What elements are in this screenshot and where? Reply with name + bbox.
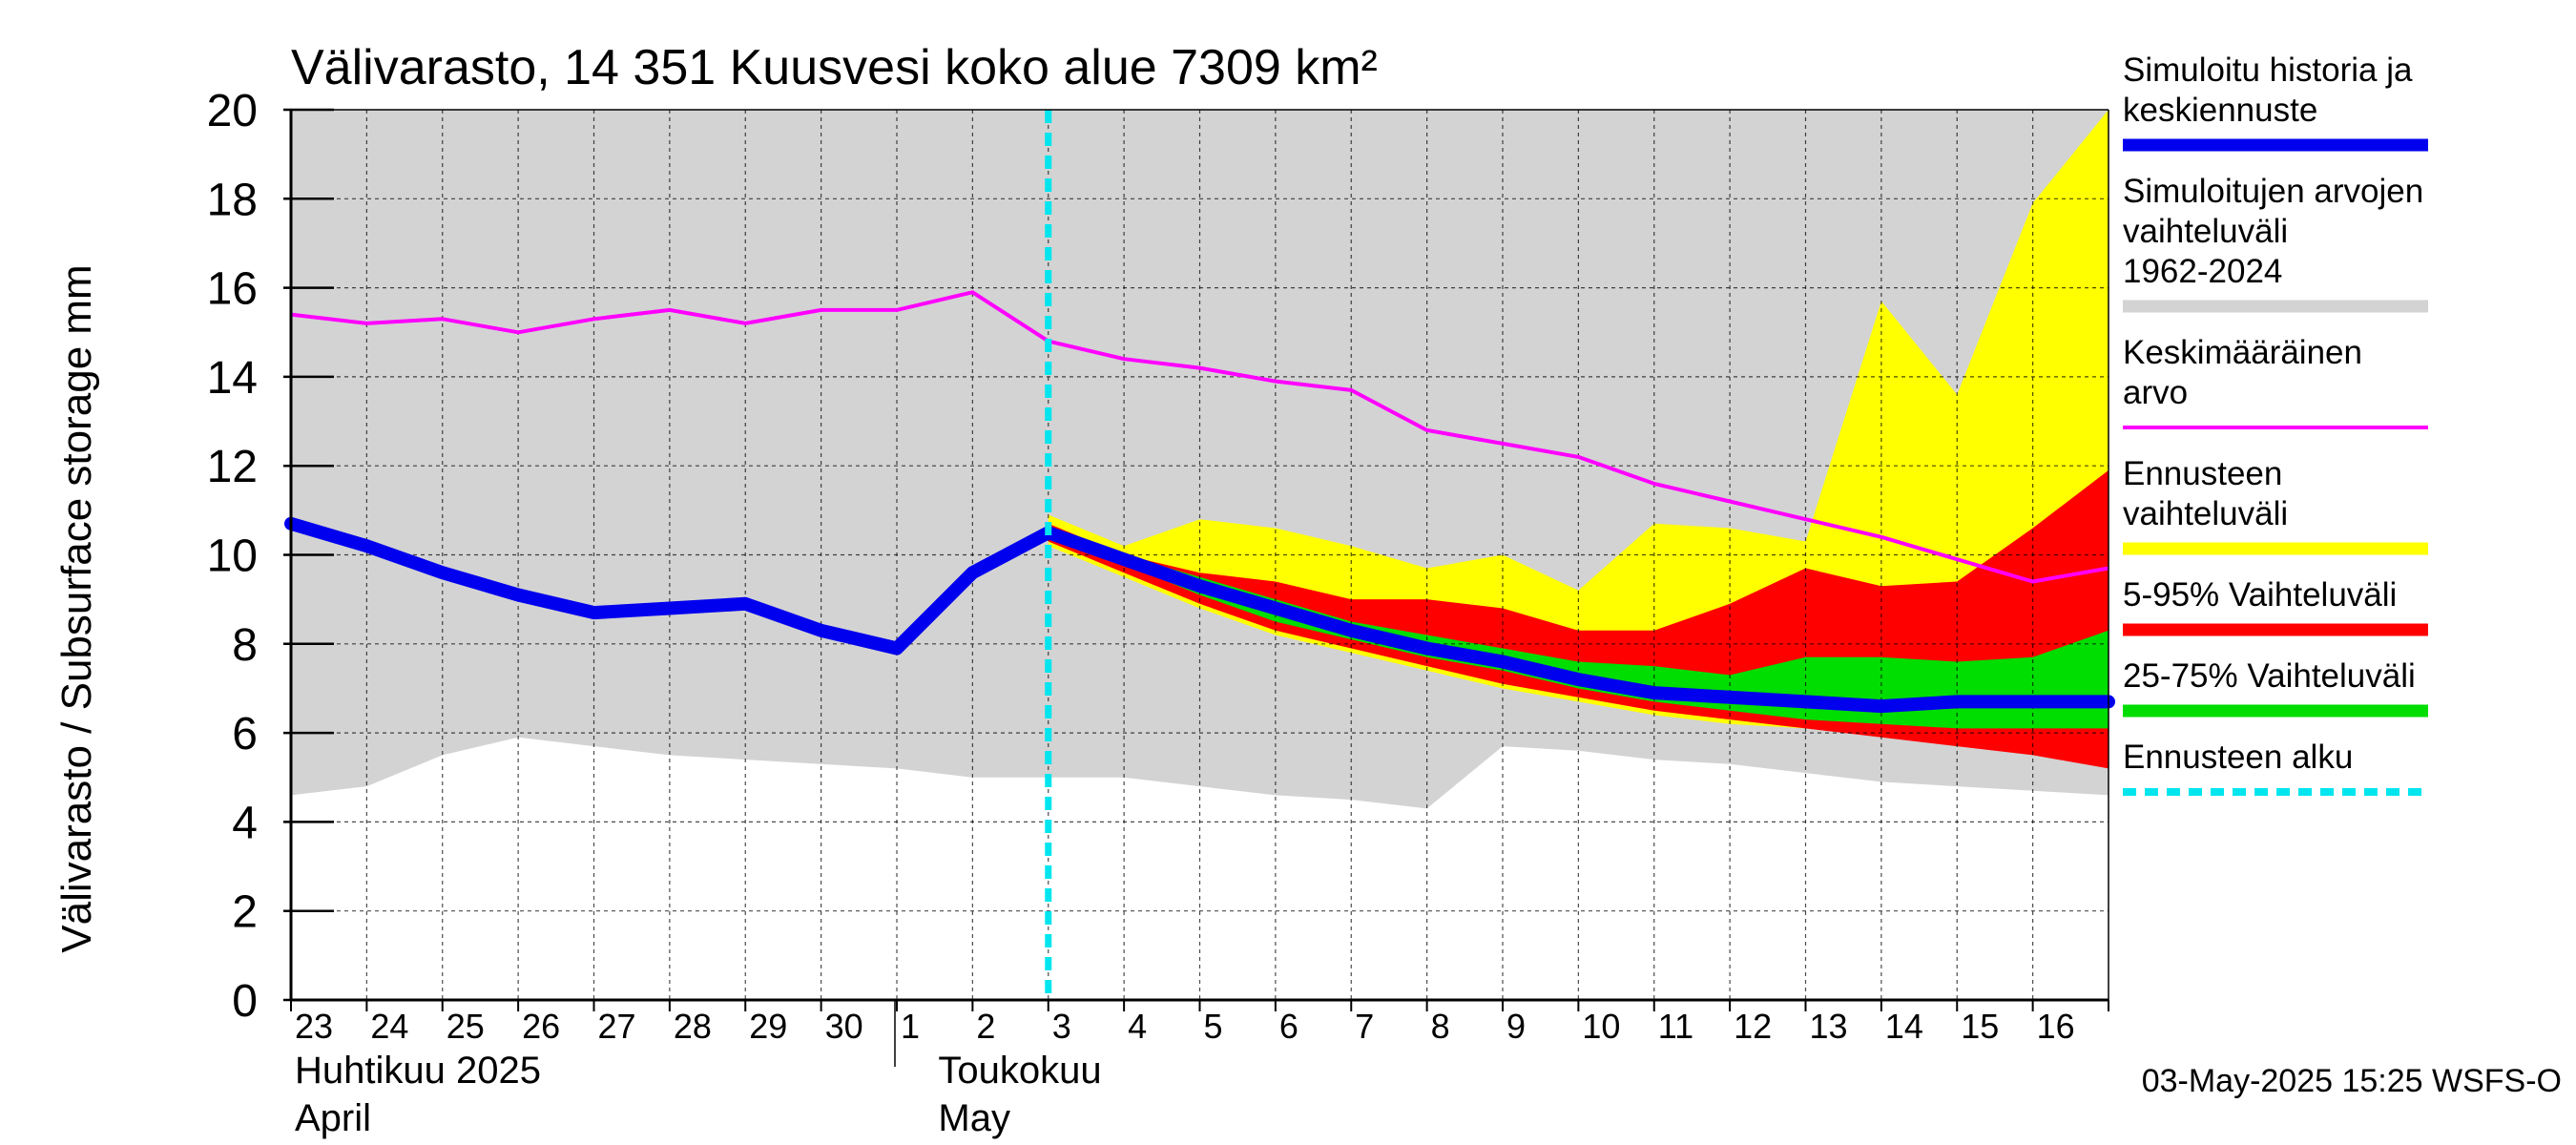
month-label-en: April — [295, 1097, 371, 1139]
legend: Simuloitu historia ja keskiennuste Simuloi… — [2123, 52, 2428, 796]
x-tick-label: 12 — [1734, 1007, 1772, 1046]
legend-label: Ennusteen alku — [2123, 739, 2353, 776]
y-tick-label: 8 — [232, 620, 258, 671]
legend-label: 25-75% Vaihteluväli — [2123, 657, 2416, 695]
month-label-fi: Toukokuu — [938, 1050, 1101, 1092]
y-tick-label: 14 — [207, 353, 258, 404]
footer-timestamp: 03-May-2025 15:25 WSFS-O — [2142, 1063, 2562, 1099]
plot-lines — [284, 110, 2115, 1000]
y-axis-label: Välivarasto / Subsurface storage mm — [53, 264, 100, 952]
month-label-en: May — [938, 1097, 1010, 1139]
x-tick-label: 9 — [1506, 1007, 1526, 1046]
x-tick-label: 23 — [295, 1007, 333, 1046]
x-tick-label: 10 — [1582, 1007, 1620, 1046]
legend-label: Keskimääräinen arvo — [2123, 334, 2362, 411]
x-tick-label: 3 — [1052, 1007, 1071, 1046]
x-tick-label: 15 — [1961, 1007, 1999, 1046]
plot-bands — [291, 110, 2109, 809]
y-tick-label: 20 — [207, 86, 258, 136]
x-tick-label: 25 — [447, 1007, 485, 1046]
x-tick-label: 16 — [2037, 1007, 2075, 1046]
y-tick-label: 12 — [207, 442, 258, 492]
x-tick-label: 4 — [1128, 1007, 1147, 1046]
x-tick-label: 28 — [674, 1007, 712, 1046]
x-tick-label: 14 — [1885, 1007, 1923, 1046]
x-tick-label: 1 — [901, 1007, 920, 1046]
y-tick-label: 6 — [232, 709, 258, 760]
y-tick-label: 2 — [232, 887, 258, 938]
x-tick-label: 29 — [749, 1007, 787, 1046]
y-tick-label: 4 — [232, 798, 258, 848]
x-tick-label: 11 — [1658, 1007, 1693, 1046]
band-25-75 — [1048, 528, 2109, 729]
legend-label: 5-95% Vaihteluväli — [2123, 576, 2397, 614]
x-tick-label: 26 — [522, 1007, 560, 1046]
x-tick-label: 13 — [1810, 1007, 1848, 1046]
legend-label: Simuloitu historia ja keskiennuste — [2123, 52, 2413, 129]
y-tick-label: 16 — [207, 264, 258, 315]
month-label-fi: Huhtikuu 2025 — [295, 1050, 541, 1092]
x-tick-label: 8 — [1431, 1007, 1450, 1046]
series-line-simulated — [284, 516, 2115, 714]
y-tick-label: 10 — [207, 531, 258, 582]
series-line-mean — [290, 290, 2109, 584]
x-tick-label: 7 — [1355, 1007, 1374, 1046]
x-tick-label: 24 — [370, 1007, 408, 1046]
x-tick-label: 27 — [598, 1007, 636, 1046]
legend-label: Ennusteen vaihteluväli — [2123, 455, 2288, 532]
x-tick-label: 6 — [1279, 1007, 1298, 1046]
x-tick-label: 2 — [976, 1007, 995, 1046]
chart-title: Välivarasto, 14 351 Kuusvesi koko alue 7… — [291, 40, 1378, 95]
x-tick-label: 5 — [1204, 1007, 1223, 1046]
x-tick-label: 30 — [825, 1007, 863, 1046]
legend-label: Simuloitujen arvojen vaihteluväli 1962-202… — [2123, 173, 2423, 290]
y-tick-label: 0 — [232, 976, 258, 1027]
y-tick-label: 18 — [207, 175, 258, 225]
